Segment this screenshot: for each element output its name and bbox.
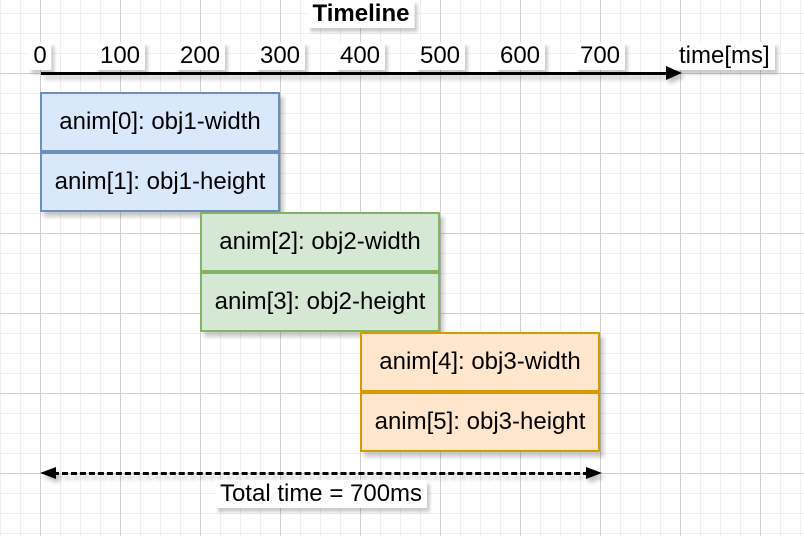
axis-tick-0: 0 xyxy=(28,42,52,70)
timeline-bar-anim0: anim[0]: obj1-width xyxy=(40,92,280,152)
bar-label: anim[4]: obj3-width xyxy=(379,348,581,375)
time-axis-line xyxy=(41,71,668,75)
timeline-bar-anim3: anim[3]: obj2-height xyxy=(200,272,440,332)
bar-label: anim[2]: obj2-width xyxy=(219,228,421,255)
timeline-bar-anim5: anim[5]: obj3-height xyxy=(360,392,600,452)
bar-label: anim[3]: obj2-height xyxy=(214,288,426,315)
axis-tick-300: 300 xyxy=(254,42,306,70)
bar-label: anim[5]: obj3-height xyxy=(374,408,586,435)
diagram-title: Timeline xyxy=(307,0,415,28)
total-time-label: Total time = 700ms xyxy=(214,480,428,508)
axis-tick-100: 100 xyxy=(94,42,146,70)
total-time-arrow xyxy=(40,466,602,481)
arrowhead-right-icon xyxy=(586,467,602,479)
bar-label: anim[0]: obj1-width xyxy=(59,108,261,135)
axis-tick-600: 600 xyxy=(494,42,546,70)
axis-tick-700: 700 xyxy=(574,42,626,70)
axis-tick-200: 200 xyxy=(174,42,226,70)
axis-unit-label: time[ms] xyxy=(674,42,775,70)
axis-tick-500: 500 xyxy=(414,42,466,70)
timeline-bar-anim4: anim[4]: obj3-width xyxy=(360,332,600,392)
axis-tick-400: 400 xyxy=(334,42,386,70)
total-time-dashed-line xyxy=(53,472,589,475)
arrowhead-left-icon xyxy=(40,467,56,479)
bar-label: anim[1]: obj1-height xyxy=(54,168,266,195)
timeline-bar-anim2: anim[2]: obj2-width xyxy=(200,212,440,272)
timeline-bar-anim1: anim[1]: obj1-height xyxy=(40,152,280,212)
